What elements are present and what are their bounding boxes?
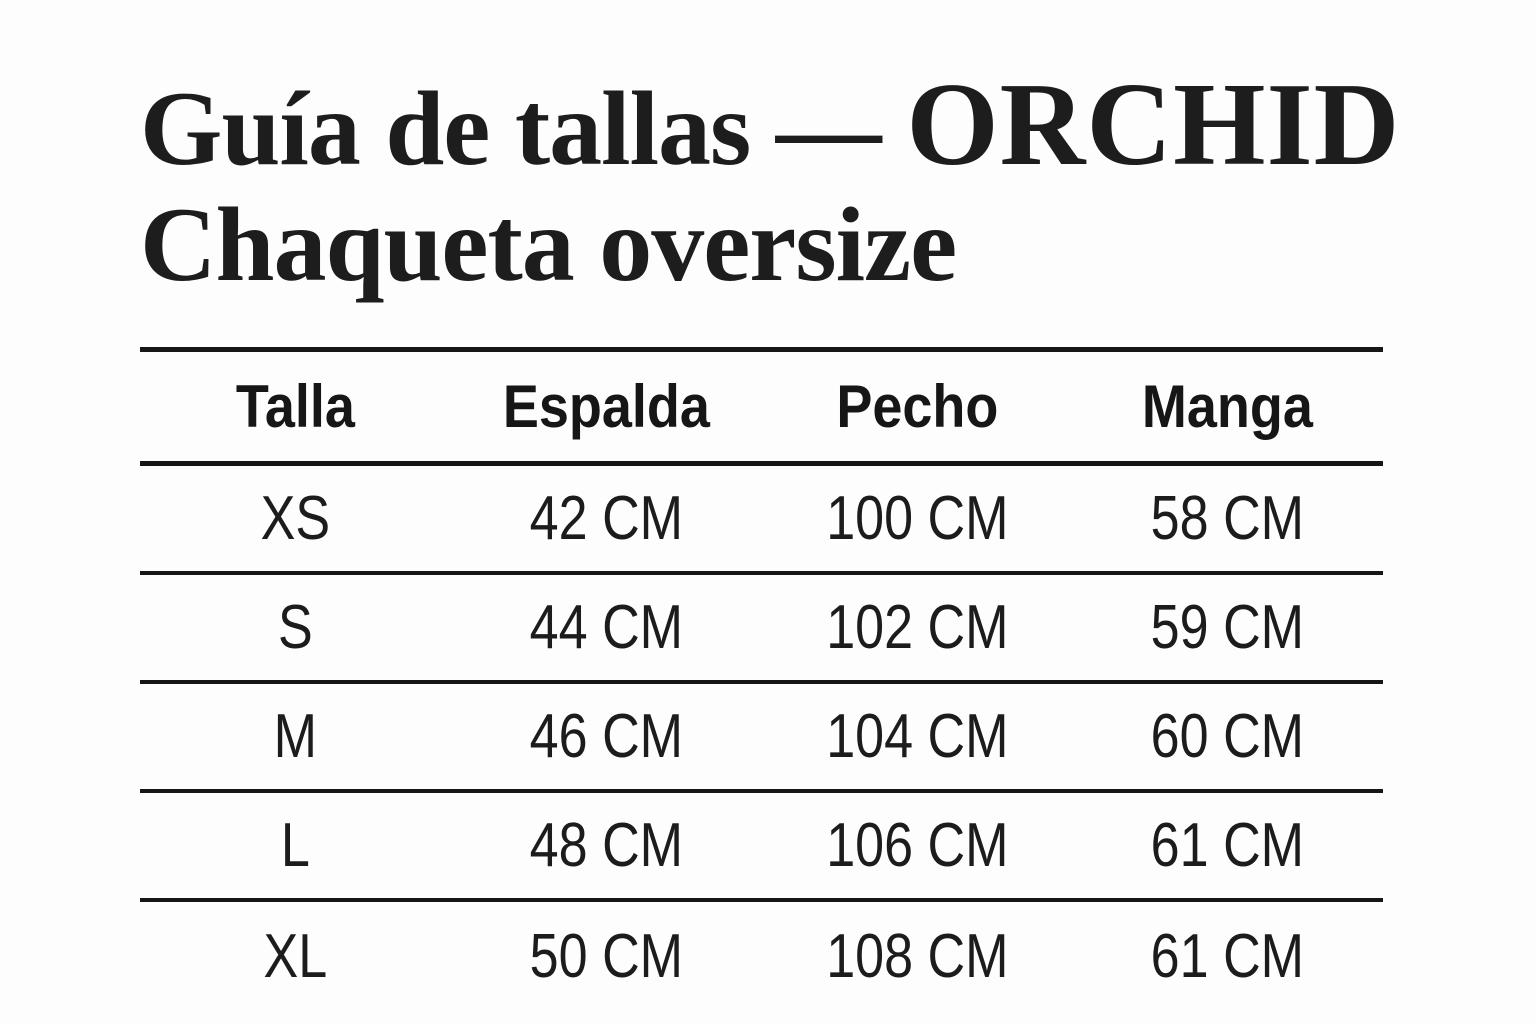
cell-manga: 58 CM <box>1150 483 1305 553</box>
cell-espalda: 42 CM <box>529 483 683 553</box>
cell-pecho: 102 CM <box>825 592 1009 662</box>
cell-manga: 61 CM <box>1150 810 1305 880</box>
cell-pecho: 108 CM <box>825 921 1009 991</box>
cell-manga: 61 CM <box>1150 921 1305 991</box>
cell-talla: M <box>273 701 318 771</box>
cell-pecho: 100 CM <box>825 483 1009 553</box>
cell-manga: 59 CM <box>1150 592 1305 662</box>
cell-espalda: 46 CM <box>529 701 683 771</box>
cell-talla: XS <box>260 483 331 553</box>
column-header-pecho: Pecho <box>835 372 998 440</box>
cell-espalda: 50 CM <box>529 921 683 991</box>
cell-espalda: 48 CM <box>529 810 683 880</box>
brand-name: ORCHID <box>906 58 1401 190</box>
title-prefix: Guía de tallas — <box>140 70 882 187</box>
size-table: Talla Espalda Pecho Manga XS 42 CM 100 C… <box>140 346 1383 1011</box>
title-subtitle: Chaqueta oversize <box>140 186 957 304</box>
cell-pecho: 104 CM <box>825 701 1009 771</box>
cell-talla: S <box>277 592 313 662</box>
column-header-espalda: Espalda <box>502 372 710 440</box>
table-row-l: L 48 CM 106 CM 61 CM <box>140 793 1383 902</box>
cell-talla: XL <box>263 921 328 991</box>
cell-espalda: 44 CM <box>529 592 683 662</box>
table-row-xs: XS 42 CM 100 CM 58 CM <box>140 466 1383 575</box>
cell-manga: 60 CM <box>1150 701 1305 771</box>
table-row-xl: XL 50 CM 108 CM 61 CM <box>140 902 1383 1011</box>
table-row-s: S 44 CM 102 CM 59 CM <box>140 575 1383 684</box>
column-header-manga: Manga <box>1142 372 1314 440</box>
cell-pecho: 106 CM <box>825 810 1009 880</box>
table-row-m: M 46 CM 104 CM 60 CM <box>140 684 1383 793</box>
table-header-row: Talla Espalda Pecho Manga <box>140 346 1383 466</box>
column-header-talla: Talla <box>235 372 355 440</box>
page-title: Guía de tallas — ORCHID Chaqueta oversize <box>140 60 1399 304</box>
cell-talla: L <box>280 810 310 880</box>
